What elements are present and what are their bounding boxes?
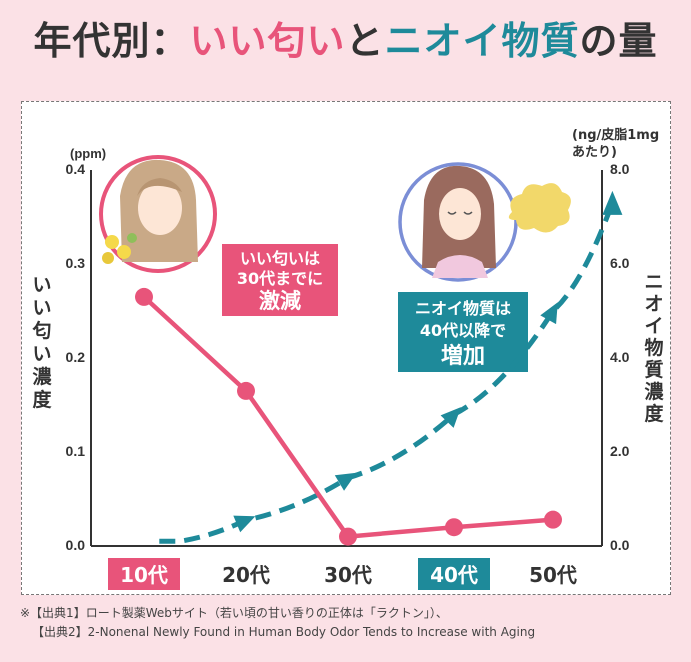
callout-older-line3: 増加 [441,343,485,369]
highlight-40s [418,558,490,590]
odor-arrowhead [602,190,623,215]
callout-older-line2: 40代以降で [420,321,506,340]
odor-line [159,202,615,544]
left-axis-unit: (ppm) [70,146,106,161]
right-tick-label: 4.0 [610,349,630,365]
left-tick-label: 0.4 [66,161,86,177]
axis-title-char: 物 [644,336,663,359]
axis-title-char: オ [644,293,663,315]
scent-point [445,518,463,537]
axis-title-char: 匂 [31,319,51,342]
axis-title-char: い [32,274,51,296]
callout-young-line3: 激減 [259,289,301,313]
left-tick-label: 0.3 [66,255,86,271]
axis-title-char: イ [644,315,663,337]
x-tick-label: 10代 [120,563,168,587]
scent-series [135,287,562,546]
left-tick-label: 0.2 [66,349,86,365]
older-woman-illustration [398,162,518,282]
right-axis-unit-line2: あたり) [572,145,617,160]
scent-point [135,287,153,306]
axis-title-char: 濃 [32,366,52,388]
footnote-line2: 【出典2】2-Nonenal Newly Found in Human Body… [32,625,536,639]
title-prefix: 年代別： [33,19,190,63]
callout-older [398,292,528,372]
callout-young-line2: 30代までに [237,269,323,288]
callout-older-line1: ニオイ物質は [415,299,511,318]
axis-title-char: 質 [644,358,663,381]
scent-point [339,527,357,546]
title-connector: と [345,19,385,63]
axis-title-char: ニ [644,271,663,293]
axis-title-char: い [32,297,51,319]
right-tick-label: 8.0 [610,161,630,177]
right-axis-unit-line1: (ng/皮脂1mg [572,127,659,143]
x-tick-label: 30代 [324,563,372,587]
axis-title-char: い [32,343,51,365]
x-tick-label: 40代 [430,563,478,587]
source-footnote: ※【出典1】ロート製薬Webサイト（若い頃の甘い香りの正体は「ラクトン」）、 【… [20,604,535,642]
right-tick-label: 2.0 [610,443,630,459]
callout-young-line1: いい匂いは [240,249,320,268]
young-woman-illustration [99,155,217,273]
scent-point [237,381,255,400]
odor-series [159,190,623,544]
x-tick-label: 50代 [529,563,577,587]
axis-title-char: 度 [644,402,664,425]
right-tick-label: 6.0 [610,255,630,271]
left-tick-label: 0.0 [66,537,86,553]
x-tick-label: 20代 [222,563,270,587]
title-odor-substance: ニオイ物質 [384,19,580,63]
axis-title-char: 濃 [644,381,664,403]
odor-point [440,407,461,428]
chart-title: 年代別：いい匂いとニオイ物質の量 [0,10,691,65]
odor-point [233,515,256,533]
title-good-scent: いい匂い [189,19,346,63]
footnote-line1: ※【出典1】ロート製薬Webサイト（若い頃の甘い香りの正体は「ラクトン」）、 [20,606,448,620]
scent-point [544,510,562,529]
odor-cloud-icon [508,183,571,233]
callout-young [222,244,338,316]
right-tick-label: 0.0 [610,537,630,553]
left-tick-label: 0.1 [66,443,86,459]
title-suffix: の量 [579,19,658,63]
highlight-10s [108,558,180,590]
odor-point [334,472,357,491]
axis-title-char: 度 [32,388,52,411]
odor-point [540,302,558,325]
